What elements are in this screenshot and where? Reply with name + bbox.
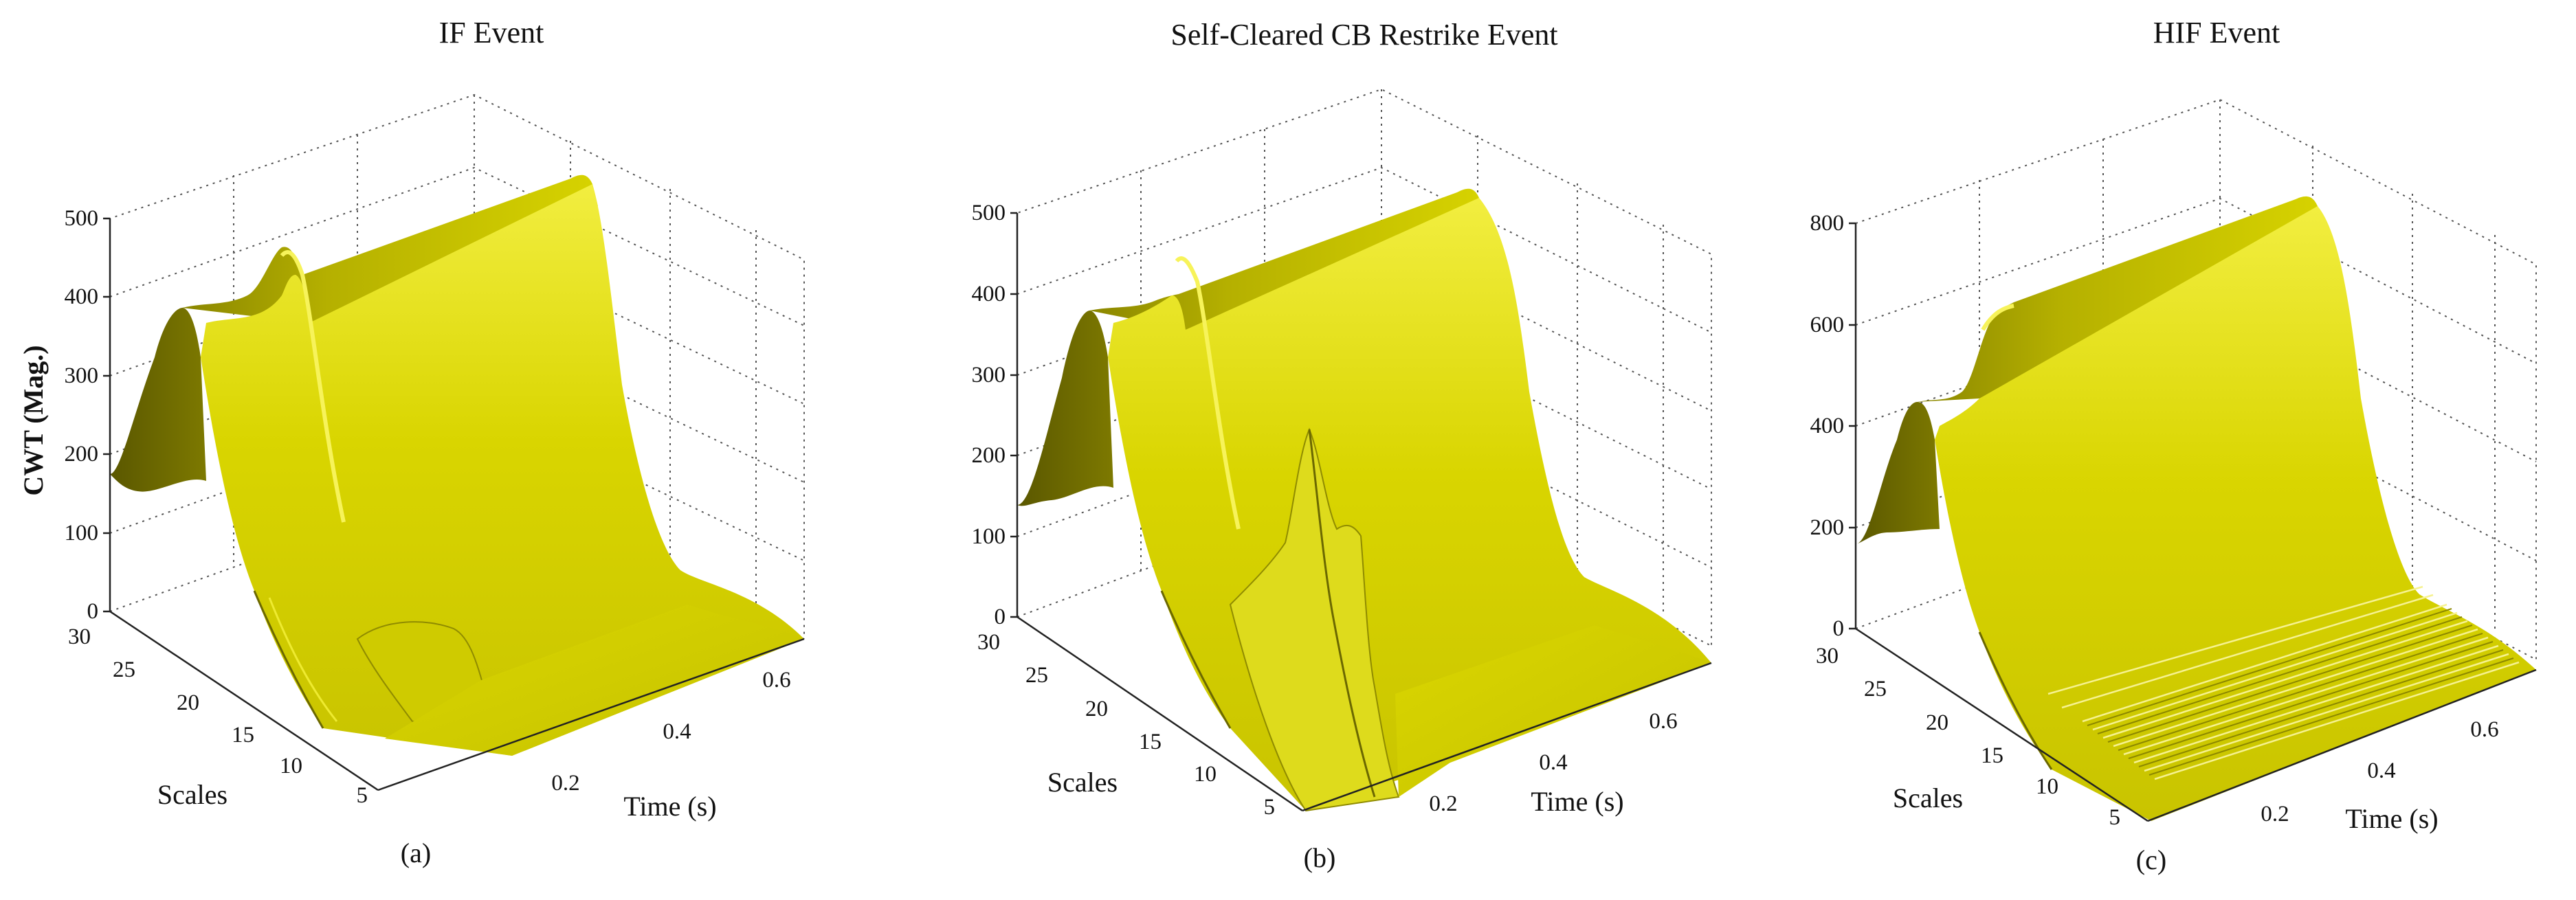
z-tick-label: 200 — [972, 443, 1006, 468]
y-tick-label: 20 — [1085, 697, 1108, 721]
x-tick-label: 0.6 — [1649, 709, 1677, 734]
z-tick-label: 800 — [1810, 211, 1845, 236]
z-tick-label: 100 — [972, 524, 1006, 549]
y-tick-label: 10 — [2036, 774, 2058, 799]
z-tick-label: 500 — [972, 201, 1006, 225]
x-axis-label: Time (s) — [2345, 803, 2438, 834]
z-tick-label: 200 — [1810, 515, 1845, 540]
panel-c: HIF Event — [1810, 16, 2537, 875]
z-tick-label: 400 — [65, 284, 99, 309]
y-tick-label: 30 — [1816, 644, 1839, 668]
y-tick-label: 25 — [1025, 663, 1048, 688]
cwt-surface — [110, 175, 804, 756]
y-axis-label: Scales — [1047, 767, 1118, 798]
x-tick-label: 0.2 — [551, 771, 579, 796]
y-tick-label: 5 — [357, 783, 368, 808]
panel-title: Self-Cleared CB Restrike Event — [1170, 18, 1557, 52]
x-tick-label: 0.4 — [2367, 758, 2395, 783]
y-tick-label: 25 — [113, 657, 135, 682]
z-tick-label: 400 — [972, 282, 1006, 306]
x-tick-label: 0.2 — [2261, 802, 2289, 826]
z-tick-label: 0 — [87, 599, 99, 624]
axes: 0 100 200 300 400 500 30 25 20 15 10 5 0… — [972, 201, 1712, 820]
y-tick-label: 15 — [1981, 743, 2003, 768]
y-tick-label: 10 — [1194, 762, 1217, 787]
y-axis-label: Scales — [1893, 783, 1963, 813]
axes: 0 200 400 600 800 30 25 20 15 10 5 0.2 0… — [1810, 211, 2537, 830]
z-tick-label: 400 — [1810, 414, 1845, 438]
z-tick-label: 300 — [65, 363, 99, 388]
x-tick-label: 0.4 — [1539, 750, 1567, 775]
z-tick-label: 0 — [995, 605, 1006, 629]
z-tick-label: 0 — [1833, 616, 1845, 641]
panel-sublabel: (c) — [2136, 844, 2166, 875]
z-tick-label: 600 — [1810, 313, 1845, 337]
panel-b: Self-Cleared CB Restrike Event — [972, 18, 1712, 873]
z-tick-label: 200 — [65, 442, 99, 466]
y-tick-label: 30 — [977, 630, 1000, 655]
x-axis-label: Time (s) — [623, 791, 716, 822]
x-tick-label: 0.4 — [663, 719, 691, 744]
y-tick-label: 20 — [177, 690, 199, 715]
cwt-surface — [1017, 188, 1711, 812]
z-tick-label: 100 — [65, 521, 99, 545]
y-tick-label: 5 — [2109, 805, 2121, 830]
panel-sublabel: (a) — [401, 837, 431, 868]
y-tick-label: 5 — [1264, 795, 1276, 820]
z-tick-label: 300 — [972, 363, 1006, 387]
y-tick-label: 20 — [1926, 710, 1948, 735]
y-axis-label: Scales — [157, 779, 227, 810]
z-tick-label: 500 — [65, 206, 99, 231]
x-tick-label: 0.2 — [1429, 791, 1457, 816]
z-axis-label: CWT (Mag.) — [18, 345, 49, 495]
panel-a: IF Event — [18, 16, 805, 868]
y-tick-label: 25 — [1864, 677, 1887, 701]
x-axis-label: Time (s) — [1531, 786, 1623, 817]
y-tick-label: 30 — [68, 625, 91, 649]
axes: 0 100 200 300 400 500 30 25 20 15 10 5 0… — [65, 206, 805, 808]
panel-title: HIF Event — [2153, 16, 2280, 49]
y-tick-label: 10 — [280, 754, 302, 778]
y-tick-label: 15 — [1139, 730, 1162, 754]
ripple-lines — [2047, 585, 2520, 780]
x-tick-label: 0.6 — [762, 668, 790, 693]
cwt-surface — [1856, 196, 2536, 821]
panel-sublabel: (b) — [1304, 842, 1336, 873]
panel-title: IF Event — [439, 16, 544, 49]
x-tick-label: 0.6 — [2470, 717, 2498, 742]
y-tick-label: 15 — [232, 723, 254, 747]
